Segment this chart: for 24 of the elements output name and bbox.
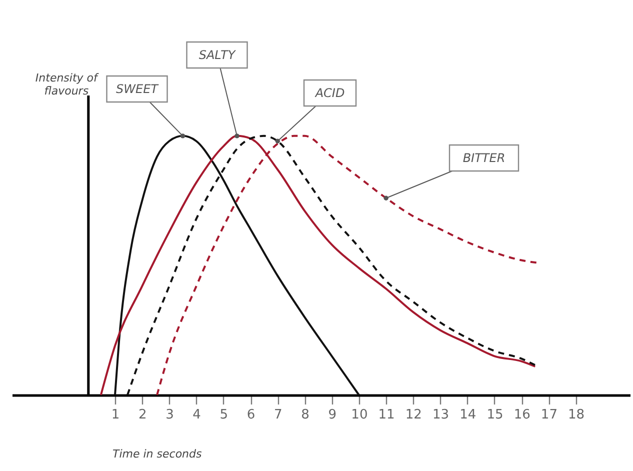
x-tick-label: 13 (432, 408, 450, 422)
text: ACID (314, 86, 345, 100)
x-tick-label: 14 (460, 408, 476, 422)
x-tick-label: 18 (568, 408, 585, 422)
x-tick-label: 2 (138, 408, 147, 422)
x-tick-label: 6 (246, 408, 256, 422)
x-tick-label: 1 (111, 408, 120, 422)
x-tick-label: 12 (405, 408, 422, 422)
x-tick-label: 5 (220, 408, 228, 422)
x-tick-label: 3 (166, 408, 174, 422)
x-tick-label: 11 (378, 408, 395, 422)
text: BITTER (462, 151, 506, 165)
x-tick-label: 17 (540, 408, 558, 422)
x-tick-label: 15 (486, 408, 504, 422)
x-tick-label: 9 (328, 408, 336, 422)
x-tick-label: 8 (301, 408, 310, 422)
x-tick-label: 16 (514, 408, 530, 422)
text: SWEET (116, 82, 160, 96)
y-axis-title: Intensity of flavours (35, 72, 100, 98)
x-tick-label: 10 (351, 408, 368, 422)
text: SALTY (198, 48, 237, 62)
x-tick-label: 7 (274, 408, 282, 422)
x-axis-title: Time in seconds (112, 448, 202, 460)
x-tick-label: 4 (192, 408, 201, 422)
